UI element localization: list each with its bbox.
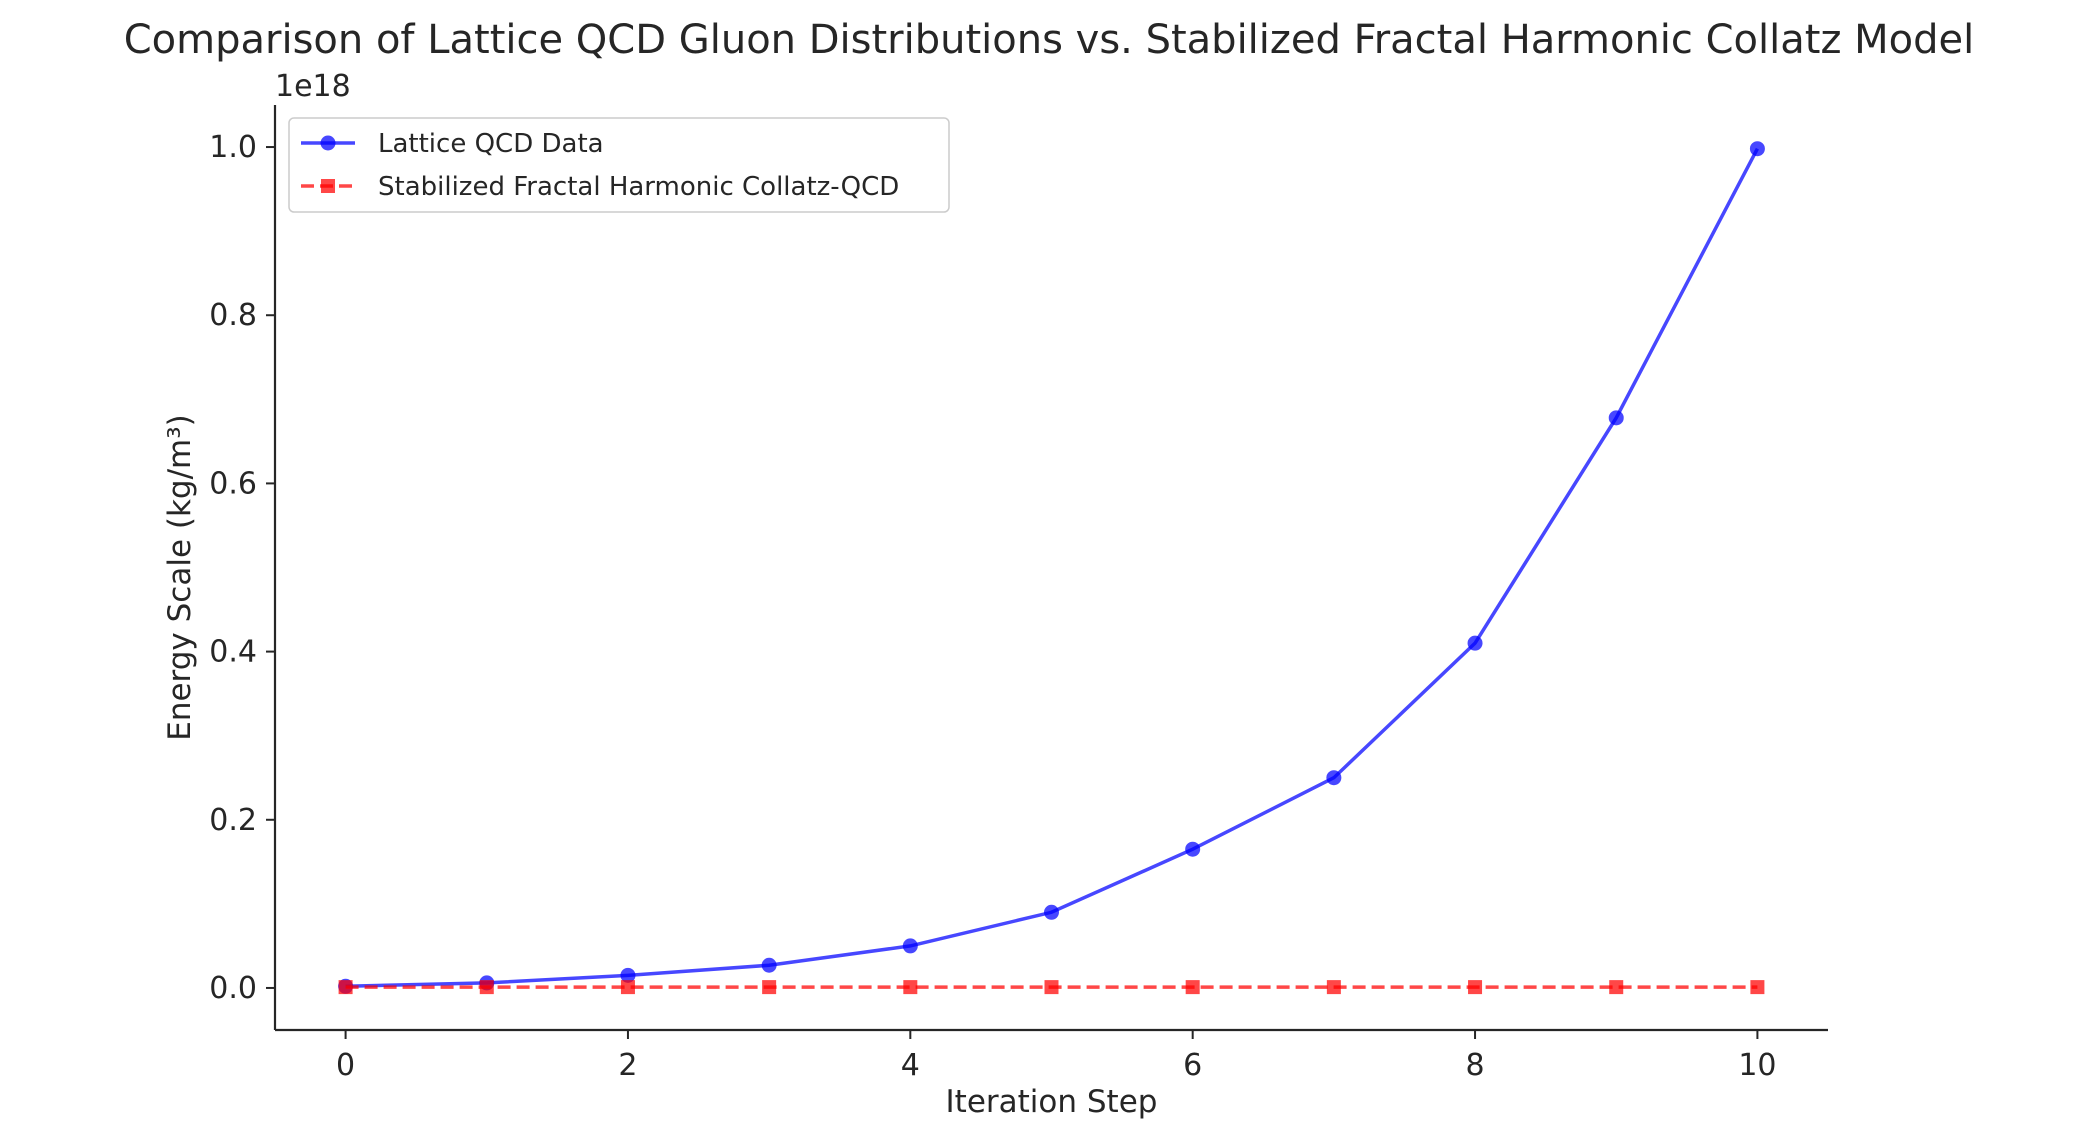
y-tick-label: 1.0 <box>209 130 257 165</box>
data-point <box>1467 635 1483 651</box>
chart-title: Comparison of Lattice QCD Gluon Distribu… <box>124 17 1975 63</box>
legend-marker <box>321 179 335 193</box>
series-2 <box>338 980 1765 995</box>
legend-marker <box>320 135 336 151</box>
legend-label: Stabilized Fractal Harmonic Collatz-QCD <box>378 172 899 202</box>
legend-item: Lattice QCD Data <box>301 129 604 159</box>
data-point <box>1609 980 1624 995</box>
data-point <box>1185 841 1201 857</box>
legend: Lattice QCD Data Stabilized Fractal Harmo… <box>288 117 950 213</box>
x-tick-label: 0 <box>336 1048 355 1083</box>
legend-label: Lattice QCD Data <box>378 129 604 159</box>
y-tick-label: 0.2 <box>209 803 257 838</box>
plot-area: 0 2 4 6 8 10 0.0 0.2 0.4 0.6 0.8 1.0 <box>209 105 1828 1083</box>
data-point <box>1326 980 1341 995</box>
data-point <box>1044 980 1059 995</box>
series-line <box>345 147 1759 989</box>
x-tick-label: 4 <box>901 1048 920 1083</box>
legend-item: Stabilized Fractal Harmonic Collatz-QCD <box>301 172 899 202</box>
y-tick-label: 0.0 <box>209 971 257 1006</box>
series-1 <box>338 141 1765 994</box>
data-point <box>761 957 777 973</box>
data-point <box>338 980 353 995</box>
y-tick-label: 0.6 <box>209 466 257 501</box>
data-point <box>1608 410 1624 426</box>
x-axis-label: Iteration Step <box>946 1084 1158 1120</box>
data-point <box>1750 980 1765 995</box>
data-point <box>1185 980 1200 995</box>
data-point <box>762 980 777 995</box>
data-point <box>1749 141 1765 157</box>
data-point <box>903 980 918 995</box>
x-axis-ticks: 0 2 4 6 8 10 <box>336 1030 1777 1083</box>
legend-frame <box>288 117 950 213</box>
data-point <box>479 980 494 995</box>
data-point <box>1326 770 1342 786</box>
y-tick-label: 0.8 <box>209 298 257 333</box>
data-point <box>1044 904 1059 920</box>
data-point <box>1468 980 1483 995</box>
data-point <box>620 967 636 983</box>
series-layer <box>338 141 1765 995</box>
y-tick-label: 0.4 <box>209 635 257 670</box>
y-axis-offset-label: 1e18 <box>275 69 351 104</box>
data-point <box>620 980 635 995</box>
x-tick-label: 6 <box>1183 1048 1202 1083</box>
y-axis-ticks: 0.0 0.2 0.4 0.6 0.8 1.0 <box>209 130 275 1006</box>
y-axis-label: Energy Scale (kg/m³) <box>162 414 198 741</box>
x-tick-label: 2 <box>618 1048 637 1083</box>
x-tick-label: 8 <box>1465 1048 1484 1083</box>
data-point <box>902 938 918 954</box>
x-tick-label: 10 <box>1738 1048 1776 1083</box>
